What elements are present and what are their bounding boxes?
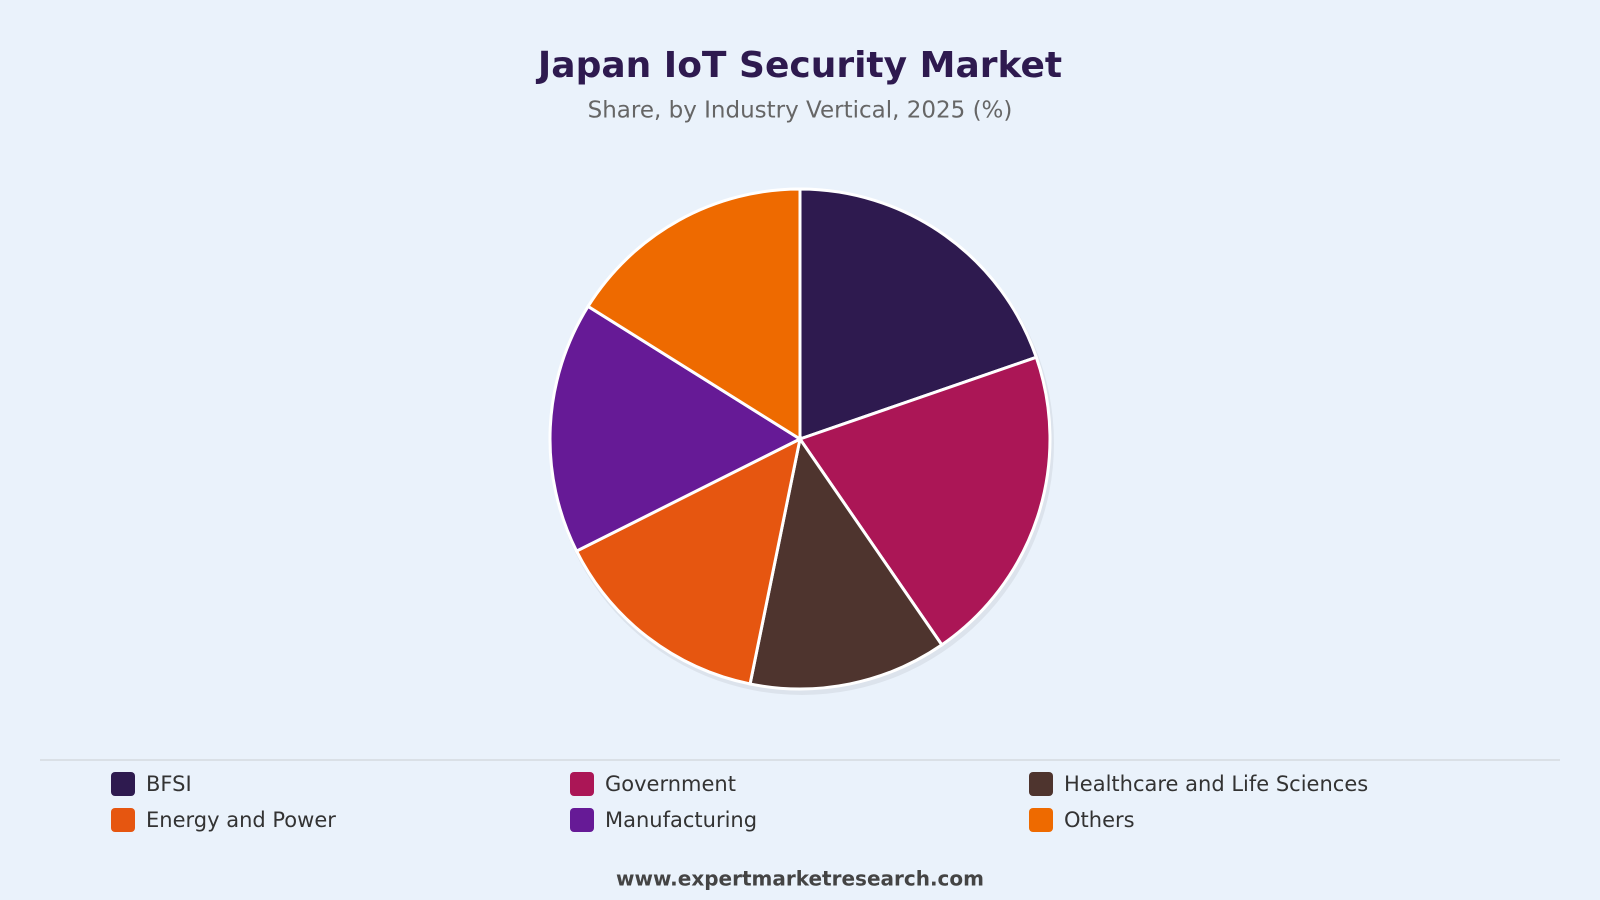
- legend: BFSI Government Healthcare and Life Scienc…: [111, 772, 1368, 832]
- legend-swatch: [111, 772, 135, 796]
- pie: [548, 187, 1054, 695]
- pie-slice: [586, 187, 802, 442]
- chart-subtitle: Share, by Industry Vertical, 2025 (%): [588, 98, 1013, 124]
- legend-swatch: [570, 772, 594, 796]
- legend-swatch: [1029, 808, 1053, 832]
- pie-slice: [797, 355, 1052, 647]
- pie-slice: [748, 435, 944, 691]
- legend-label: Manufacturing: [605, 808, 757, 832]
- legend-swatch: [1029, 772, 1053, 796]
- legend-label: Energy and Power: [146, 808, 336, 832]
- legend-label: BFSI: [146, 772, 192, 796]
- pie-slice: [548, 304, 804, 554]
- footer: www.expertmarketresearch.com: [616, 867, 984, 891]
- legend-label: Healthcare and Life Sciences: [1064, 772, 1368, 796]
- chart-title: Japan IoT Security Market: [535, 45, 1062, 86]
- pie-slice: [574, 436, 803, 686]
- legend-swatch: [111, 808, 135, 832]
- legend-label: Government: [605, 772, 736, 796]
- legend-swatch: [570, 808, 594, 832]
- legend-label: Others: [1064, 808, 1135, 832]
